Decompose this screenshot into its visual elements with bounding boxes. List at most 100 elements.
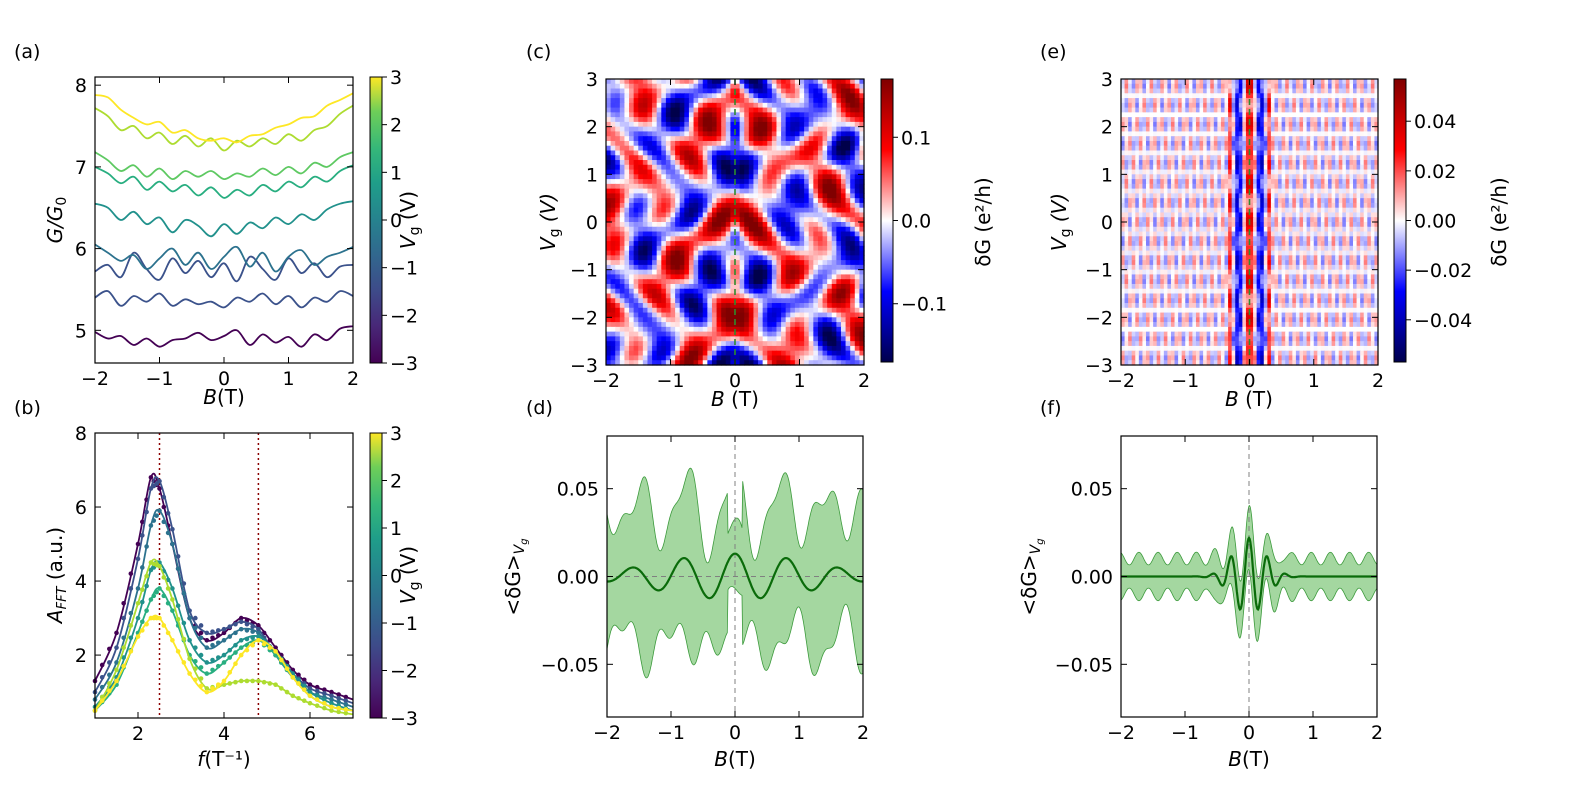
panel-b-data-point [261, 641, 267, 647]
panel-c-heatmap-cell [753, 283, 759, 290]
panel-c-heatmap-cell [642, 326, 649, 333]
panel-c-heatmap-cell [684, 264, 690, 271]
panel-b-data-point [250, 629, 255, 634]
panel-c-heatmap-cell [781, 121, 787, 128]
panel-b-data-point [193, 645, 198, 650]
panel-c-heatmap-cell [735, 174, 741, 180]
panel-e-heatmap-cell [1188, 79, 1193, 85]
panel-c-heatmap-cell [698, 255, 704, 261]
panel-c-heatmap-cell [725, 126, 731, 133]
panel-c-heatmap-cell [836, 341, 842, 347]
panel-e-heatmap-cell [1178, 136, 1183, 142]
panel-c-heatmap-cell [753, 131, 759, 137]
panel-b-data-point [193, 658, 198, 664]
panel-e-heatmap-cell [1295, 107, 1301, 113]
panel-c-heatmap-cell [822, 326, 828, 333]
panel-c-heatmap-cell [813, 345, 819, 352]
panel-c-heatmap-cell [638, 331, 644, 337]
panel-c-heatmap-cell [606, 317, 612, 323]
panel-c-heatmap-cell [675, 145, 681, 152]
panel-e-heatmap-cell [1295, 140, 1301, 147]
panel-c-heatmap-cell [702, 279, 708, 285]
panel-e-heatmap-cell [1181, 98, 1186, 104]
panel-c-heatmap-cell [679, 355, 685, 361]
panel-c-heatmap-cell [606, 136, 612, 142]
b-xtick-label: 6 [304, 723, 316, 745]
panel-e-heatmap-cell [1360, 98, 1365, 104]
panel-c-heatmap-cell [762, 260, 768, 266]
panel-c-heatmap-cell [629, 83, 635, 90]
panel-c-heatmap-cell [794, 179, 801, 185]
panel-c-heatmap-cell [725, 355, 731, 361]
panel-c-heatmap-cell [735, 255, 741, 261]
panel-c-heatmap-cell [665, 126, 672, 133]
panel-c-heatmap-cell [725, 212, 731, 218]
panel-c-heatmap-cell [785, 360, 791, 366]
panel-e-heatmap-cell [1270, 117, 1276, 123]
panel-c-heatmap-cell [840, 98, 847, 104]
panel-c-heatmap-cell [817, 345, 824, 352]
panel-e-heatmap-cell [1185, 107, 1190, 113]
panel-c-heatmap-cell [610, 88, 616, 94]
panel-e-heatmap-cell [1228, 83, 1233, 90]
panel-e-heatmap-cell [1345, 107, 1351, 113]
panel-c-heatmap-cell [758, 326, 764, 333]
panel-c-heatmap-cell [633, 236, 639, 242]
panel-c-heatmap-cell [859, 355, 865, 361]
panel-e-heatmap-cell [1153, 117, 1158, 123]
panel-c-heatmap-cell [799, 222, 805, 228]
a-cbar-tick-label: 0 [390, 210, 402, 232]
panel-e-heatmap-cell [1210, 102, 1215, 109]
panel-c-heatmap-cell [698, 107, 704, 113]
panel-e-heatmap-cell [1145, 140, 1151, 147]
panel-e-heatmap-cell [1178, 131, 1183, 137]
panel-b-data-point [198, 665, 204, 670]
panel-c-heatmap-cell [840, 336, 847, 342]
panel-c-heatmap-cell [758, 183, 764, 190]
panel-c-heatmap-cell [629, 260, 635, 266]
panel-c-heatmap-cell [840, 231, 847, 237]
panel-c-heatmap-cell [762, 202, 768, 209]
panel-b-series-line [94, 560, 354, 712]
panel-c-heatmap-cell [721, 169, 727, 175]
panel-c-heatmap-cell [845, 350, 851, 357]
panel-e-heatmap-cell [1213, 140, 1218, 147]
panel-e-heatmap-cell [1281, 112, 1286, 118]
panel-c-heatmap-cell [767, 121, 773, 128]
panel-e-heatmap-cell [1363, 102, 1368, 109]
panel-c-heatmap-cell [859, 121, 865, 128]
panel-c-heatmap-cell [748, 150, 755, 156]
panel-e-heatmap-cell [1374, 93, 1379, 99]
panel-c-heatmap-cell [670, 217, 676, 223]
panel-e-heatmap-cell [1160, 98, 1165, 104]
panel-c-heatmap-cell [615, 198, 621, 204]
panel-c-heatmap-cell [776, 174, 782, 180]
panel-c-heatmap-cell [684, 293, 690, 299]
panel-c-heatmap-cell [758, 274, 764, 280]
panel-c-heatmap-cell [721, 245, 727, 252]
panel-e-heatmap-cell [1160, 145, 1165, 152]
panel-b-data-point [170, 637, 175, 643]
panel-c-heatmap-cell [804, 245, 810, 252]
panel-e-heatmap-cell [1292, 83, 1297, 90]
panel-c-heatmap-cell [836, 155, 842, 161]
panel-c-heatmap-cell [776, 83, 782, 90]
panel-c-heatmap-cell [744, 179, 750, 185]
panel-c-heatmap-cell [767, 236, 773, 242]
panel-e-heatmap-cell [1278, 145, 1283, 152]
panel-c-heatmap-cell [762, 140, 768, 147]
panel-c-heatmap-cell [707, 303, 713, 309]
panel-c-heatmap-cell [735, 179, 741, 185]
panel-c-heatmap-cell [854, 317, 860, 323]
panel-c-label: (c) [526, 41, 551, 63]
panel-c-heatmap-cell [804, 183, 810, 190]
panel-c-heatmap-cell [748, 264, 755, 271]
panel-b-data-point [307, 682, 313, 687]
panel-e-heatmap-cell [1249, 117, 1254, 123]
panel-c-heatmap-cell [785, 326, 791, 333]
panel-c-heatmap-cell [675, 188, 681, 194]
panel-c-heatmap-cell [840, 174, 847, 180]
panel-e-heatmap-cell [1203, 136, 1208, 142]
panel-c-heatmap-cell [859, 88, 865, 94]
panel-c-heatmap-cell [665, 83, 672, 90]
